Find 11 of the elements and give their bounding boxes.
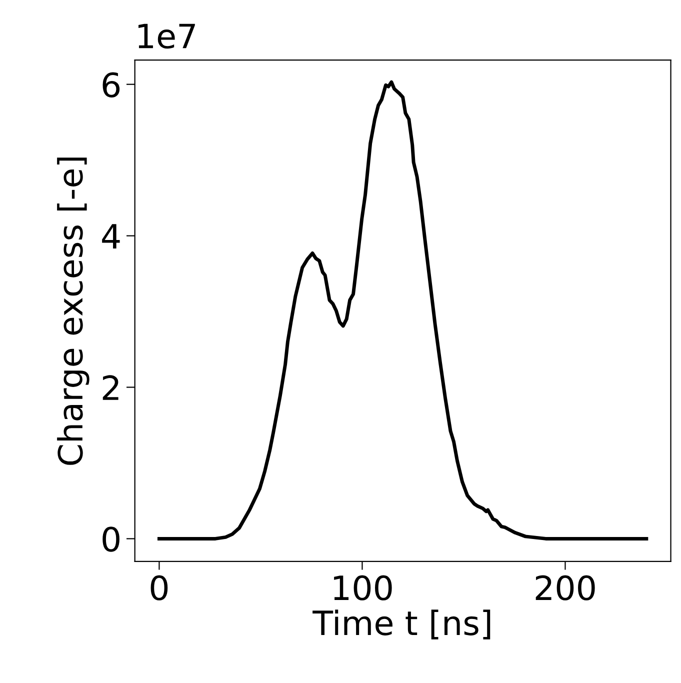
y-tick-label: 6 — [102, 72, 120, 98]
y-tick-label: 4 — [102, 224, 120, 248]
x-axis-title: Time t [ns] — [312, 610, 490, 640]
x-tick-label: 0 — [150, 575, 168, 600]
y-axis-title: Charge excess [-e] — [57, 158, 90, 465]
x-tick-label: 100 — [334, 575, 392, 600]
text: 1e7 — [138, 24, 195, 49]
y-tick-label: 0 — [102, 526, 120, 552]
y-tick-label: 2 — [102, 375, 118, 400]
x-tick-label: 200 — [536, 575, 595, 600]
line-series — [157, 80, 648, 540]
